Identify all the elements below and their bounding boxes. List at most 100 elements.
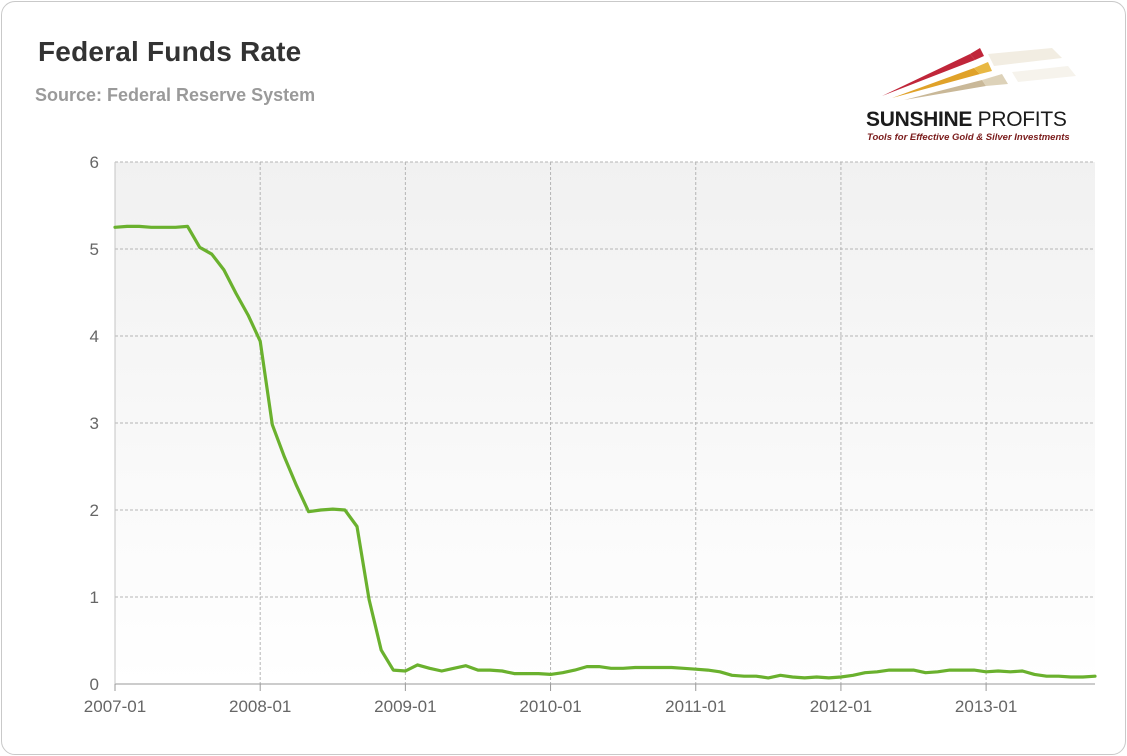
x-tick-label: 2009-01 [374,697,436,716]
data-point [888,668,891,672]
logo-name: SUNSHINE PROFITS [866,108,1067,132]
data-point [851,674,855,677]
data-point [440,669,443,673]
data-point [525,672,528,675]
data-point [924,671,927,674]
data-point [948,668,951,672]
data-point [621,667,625,670]
data-point [234,292,238,295]
x-tick-label: 2011-01 [665,697,726,716]
chart-subtitle: Source: Federal Reserve System [35,85,316,105]
data-point [404,669,407,673]
data-point [246,313,250,317]
data-point [380,648,383,652]
data-point [670,666,673,669]
y-tick-label: 1 [90,588,99,607]
data-point [355,525,359,528]
data-point [1033,673,1036,676]
data-point [646,666,649,669]
logo-name-bold: SUNSHINE [866,108,973,131]
data-point [876,670,879,673]
data-point [186,225,189,228]
data-point [573,668,576,672]
y-tick-label: 0 [90,675,99,694]
series-line [113,224,1097,680]
x-tick-label: 2010-01 [519,697,581,716]
data-point [839,675,843,679]
data-point [597,665,601,668]
data-point [755,675,758,678]
data-point [863,671,867,674]
data-point [416,663,419,667]
data-point [718,670,722,673]
series-layer [113,224,1097,680]
data-point [585,665,589,668]
logo-name-thin: PROFITS [977,108,1067,131]
data-point [767,676,770,680]
x-tick-label: 2012-01 [810,697,872,716]
data-point [113,226,117,229]
data-point [912,668,915,672]
axes: 0 1 2 3 4 5 6 2007-01 2008-01 2009-01 2010-01 2011-… [84,153,1095,716]
data-point [222,268,226,272]
data-point [452,667,455,670]
data-point [984,670,988,673]
data-point [428,667,431,670]
data-point [1093,675,1097,678]
data-point [343,508,347,512]
data-point [476,668,480,672]
data-point [138,225,141,228]
data-point [295,484,298,487]
data-point [271,423,274,426]
data-point [682,667,685,670]
data-point [730,674,734,677]
y-tick-label: 3 [90,414,99,433]
data-point [150,226,153,229]
gridlines [115,161,1095,684]
data-point [198,246,201,249]
data-point [392,668,395,672]
data-point [658,666,661,669]
data-point [960,668,964,672]
data-point [174,226,177,229]
data-point [742,675,746,678]
data-point [125,225,129,228]
data-point [283,455,286,459]
data-point [464,664,468,667]
data-point [537,672,540,675]
data-point [1045,675,1048,678]
data-point [634,666,637,669]
data-point [210,253,213,256]
data-point [694,668,697,671]
chart-title: Federal Funds Rate [38,36,302,67]
logo-tagline: Tools for Effective Gold & Silver Invest… [867,132,1070,143]
logo-rays-icon [882,48,1076,100]
data-point [1081,675,1085,679]
data-point [997,669,1000,673]
data-point [791,675,794,679]
sunshine-profits-logo: SUNSHINE PROFITS Tools for Effective Gol… [862,44,1080,144]
x-tick-label: 2013-01 [955,697,1017,716]
y-tick-label: 5 [90,240,99,259]
data-point [549,673,552,676]
data-point [259,340,262,343]
data-point [501,669,504,673]
y-tick-label: 4 [90,327,99,346]
data-point [307,510,310,513]
data-point [1021,669,1024,673]
data-point [815,675,818,679]
data-point [609,667,613,670]
data-point [900,668,903,672]
data-point [162,226,165,229]
x-tick-label: 2008-01 [229,697,291,716]
data-point [803,676,806,680]
data-point [331,507,334,511]
data-point [561,671,564,674]
data-point [827,676,830,680]
data-point [1069,675,1073,679]
y-tick-label: 6 [90,153,99,172]
data-point [706,668,709,672]
data-point [513,672,516,675]
data-point [367,598,371,601]
